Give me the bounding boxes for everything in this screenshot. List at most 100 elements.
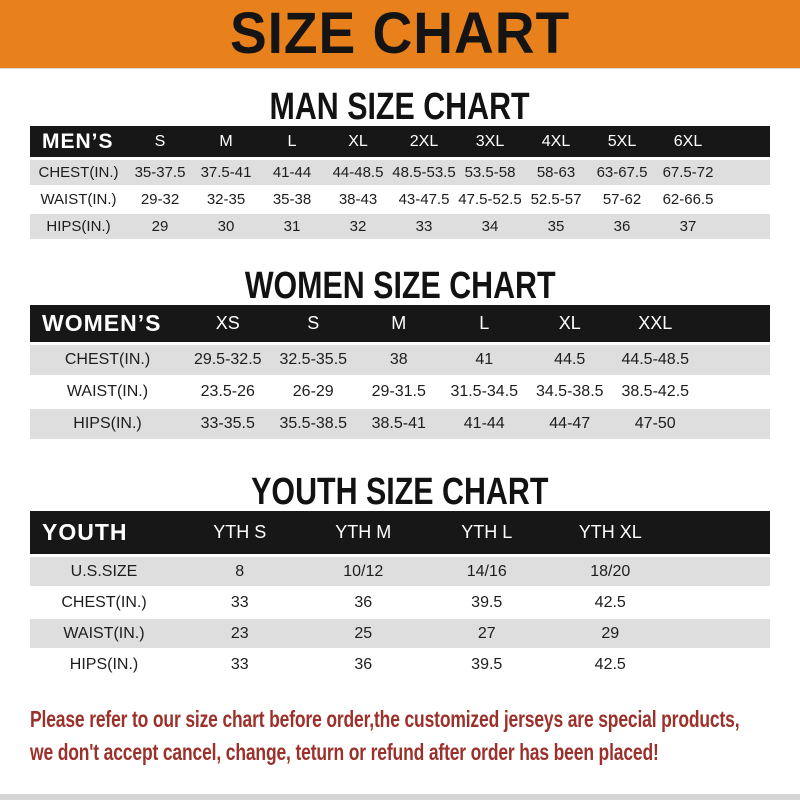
size-value-cell: 29-31.5 [356, 377, 442, 409]
size-column-header: S [127, 126, 193, 160]
size-value-cell: 8 [178, 557, 302, 588]
table-row: CHEST(IN.) 29.5-32.5 32.5-35.5 38 41 44.5 44.5… [30, 345, 770, 377]
size-value-cell: 67.5-72 [655, 160, 721, 187]
table-row: CHEST(IN.) 33 36 39.5 42.5 [30, 588, 770, 619]
size-value-cell: 25 [301, 619, 425, 650]
size-value-cell: 26-29 [270, 377, 356, 409]
size-value-cell: 41-44 [259, 160, 325, 187]
size-table-header-row: YOUTH YTH S YTH M YTH L YTH XL [30, 511, 770, 557]
bottom-edge-divider [0, 794, 800, 800]
row-spacer-cell [672, 650, 770, 681]
table-row: HIPS(IN.) 33-35.5 35.5-38.5 38.5-41 41-44 44-… [30, 409, 770, 441]
size-value-cell: 29-32 [127, 187, 193, 214]
size-table-header-row: WOMEN’S XS S M L XL XXL [30, 305, 770, 345]
size-value-cell: 23.5-26 [185, 377, 271, 409]
size-value-cell: 34.5-38.5 [527, 377, 613, 409]
size-value-cell: 42.5 [548, 650, 672, 681]
table-row: WAIST(IN.) 29-32 32-35 35-38 38-43 43-47.5 47.… [30, 187, 770, 214]
youth-size-chart-heading: YOUTH SIZE CHART [0, 473, 800, 511]
size-value-cell: 35-37.5 [127, 160, 193, 187]
size-column-header: YTH M [301, 511, 425, 557]
size-column-header: XXL [612, 305, 698, 345]
youth-size-table: YOUTH YTH S YTH M YTH L YTH XL U.S.SIZE 8 10/12… [30, 511, 770, 681]
header-spacer-cell [672, 511, 770, 557]
size-column-header: XL [325, 126, 391, 160]
size-value-cell: 27 [425, 619, 549, 650]
size-value-cell: 33-35.5 [185, 409, 271, 441]
table-corner-label: YOUTH [30, 511, 178, 557]
size-column-header: YTH S [178, 511, 302, 557]
table-row: HIPS(IN.) 29 30 31 32 33 34 35 36 37 [30, 214, 770, 241]
row-label: WAIST(IN.) [30, 377, 185, 409]
size-chart-banner: SIZE CHART [0, 0, 800, 69]
header-spacer-cell [721, 126, 770, 160]
size-value-cell: 32-35 [193, 187, 259, 214]
size-value-cell: 30 [193, 214, 259, 241]
row-spacer-cell [672, 619, 770, 650]
size-value-cell: 18/20 [548, 557, 672, 588]
table-corner-label: MEN’S [30, 126, 127, 160]
size-value-cell: 58-63 [523, 160, 589, 187]
size-value-cell: 48.5-53.5 [391, 160, 457, 187]
size-value-cell: 38.5-41 [356, 409, 442, 441]
size-value-cell: 44-47 [527, 409, 613, 441]
size-value-cell: 52.5-57 [523, 187, 589, 214]
size-value-cell: 29 [548, 619, 672, 650]
row-spacer-cell [672, 588, 770, 619]
size-value-cell: 37.5-41 [193, 160, 259, 187]
size-value-cell: 29.5-32.5 [185, 345, 271, 377]
row-label: WAIST(IN.) [30, 619, 178, 650]
size-value-cell: 32.5-35.5 [270, 345, 356, 377]
row-label: HIPS(IN.) [30, 650, 178, 681]
size-column-header: 5XL [589, 126, 655, 160]
table-corner-label: WOMEN’S [30, 305, 185, 345]
men-size-table: MEN’S S M L XL 2XL 3XL 4XL 5XL 6XL CHEST(IN.) 35-37… [30, 126, 770, 241]
size-value-cell: 36 [301, 588, 425, 619]
banner-title: SIZE CHART [229, 1, 571, 66]
row-label: HIPS(IN.) [30, 214, 127, 241]
size-value-cell: 35-38 [259, 187, 325, 214]
size-value-cell: 41-44 [441, 409, 527, 441]
size-value-cell: 43-47.5 [391, 187, 457, 214]
size-value-cell: 38.5-42.5 [612, 377, 698, 409]
size-value-cell: 47-50 [612, 409, 698, 441]
row-label: CHEST(IN.) [30, 160, 127, 187]
women-size-chart-heading-text: WOMEN SIZE CHART [244, 265, 556, 307]
size-column-header: M [356, 305, 442, 345]
women-size-chart-heading: WOMEN SIZE CHART [0, 267, 800, 305]
row-label: CHEST(IN.) [30, 345, 185, 377]
table-row: U.S.SIZE 8 10/12 14/16 18/20 [30, 557, 770, 588]
size-value-cell: 38 [356, 345, 442, 377]
table-row: WAIST(IN.) 23.5-26 26-29 29-31.5 31.5-34.5 34… [30, 377, 770, 409]
size-value-cell: 47.5-52.5 [457, 187, 523, 214]
size-value-cell: 36 [301, 650, 425, 681]
size-column-header: XS [185, 305, 271, 345]
size-value-cell: 37 [655, 214, 721, 241]
size-column-header: 4XL [523, 126, 589, 160]
size-value-cell: 33 [178, 588, 302, 619]
size-value-cell: 35.5-38.5 [270, 409, 356, 441]
size-column-header: YTH L [425, 511, 549, 557]
man-size-chart-heading: MAN SIZE CHART [0, 88, 800, 126]
size-table-header-row: MEN’S S M L XL 2XL 3XL 4XL 5XL 6XL [30, 126, 770, 160]
row-spacer-cell [721, 214, 770, 241]
size-column-header: M [193, 126, 259, 160]
row-label: HIPS(IN.) [30, 409, 185, 441]
disclaimer-line-1: Please refer to our size chart before or… [30, 706, 740, 732]
row-label: CHEST(IN.) [30, 588, 178, 619]
women-size-table: WOMEN’S XS S M L XL XXL CHEST(IN.) 29.5-32.5 32.5… [30, 305, 770, 441]
size-value-cell: 62-66.5 [655, 187, 721, 214]
size-value-cell: 41 [441, 345, 527, 377]
order-disclaimer-note: Please refer to our size chart before or… [30, 703, 800, 769]
size-column-header: 3XL [457, 126, 523, 160]
table-row: HIPS(IN.) 33 36 39.5 42.5 [30, 650, 770, 681]
size-column-header: S [270, 305, 356, 345]
size-value-cell: 14/16 [425, 557, 549, 588]
size-value-cell: 57-62 [589, 187, 655, 214]
youth-size-chart-heading-text: YOUTH SIZE CHART [251, 471, 549, 513]
table-row: CHEST(IN.) 35-37.5 37.5-41 41-44 44-48.5 48.5… [30, 160, 770, 187]
size-value-cell: 23 [178, 619, 302, 650]
size-value-cell: 36 [589, 214, 655, 241]
man-size-chart-heading-text: MAN SIZE CHART [269, 86, 531, 128]
size-value-cell: 33 [178, 650, 302, 681]
